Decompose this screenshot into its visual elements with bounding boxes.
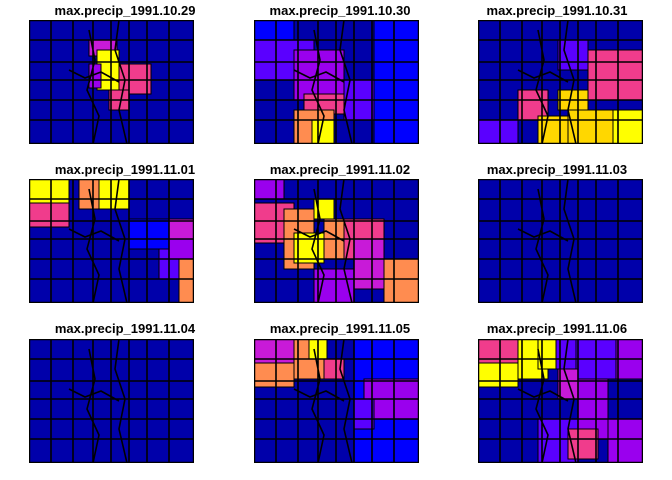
state-outline: [478, 179, 643, 303]
county-region: [168, 238, 194, 260]
state-outline: [29, 179, 194, 303]
state-outline: [478, 20, 643, 144]
county-region: [478, 119, 519, 144]
county-borders: [478, 20, 643, 144]
map-panel-4: [29, 179, 194, 303]
panel-title-8: max.precip_1991.11.05: [269, 321, 411, 336]
county-borders: [29, 179, 194, 303]
panel-title-9: max.precip_1991.11.06: [486, 321, 628, 336]
county-borders: [29, 20, 194, 144]
panel-title-4: max.precip_1991.11.01: [54, 162, 196, 177]
state-outline: [254, 179, 419, 303]
panel-title-1: max.precip_1991.10.29: [54, 3, 196, 18]
map-panel-5: [254, 179, 419, 303]
county-borders: [29, 339, 194, 463]
county-borders: [478, 179, 643, 303]
county-region: [373, 20, 419, 144]
county-region: [128, 218, 170, 250]
state-outline: [254, 20, 419, 144]
map-panel-9: [478, 339, 643, 463]
panel-title-3: max.precip_1991.10.31: [486, 3, 628, 18]
county-region: [29, 202, 70, 228]
county-region: [78, 179, 100, 210]
county-region: [607, 418, 643, 463]
state-outline: [29, 339, 194, 463]
county-region: [557, 368, 579, 400]
county-borders: [254, 20, 419, 144]
state-outline: [478, 339, 643, 463]
panel-title-5: max.precip_1991.11.02: [269, 162, 411, 177]
county-borders: [254, 339, 419, 463]
county-region: [254, 362, 295, 388]
map-panel-7: [29, 339, 194, 463]
panel-title-7: max.precip_1991.11.04: [54, 321, 196, 336]
county-region: [178, 258, 194, 303]
county-borders: [254, 179, 419, 303]
county-region: [517, 89, 549, 121]
map-panel-1: [29, 20, 194, 144]
map-panel-8: [254, 339, 419, 463]
state-outline: [29, 20, 194, 144]
county-region: [557, 39, 589, 71]
county-region: [353, 238, 385, 290]
county-region: [98, 179, 130, 210]
map-panel-6: [478, 179, 643, 303]
county-region: [587, 49, 643, 101]
map-panel-2: [254, 20, 419, 144]
county-region: [567, 428, 599, 460]
county-region: [353, 398, 375, 430]
county-region: [383, 258, 419, 303]
panel-title-2: max.precip_1991.10.30: [269, 3, 411, 18]
map-panel-3: [478, 20, 643, 144]
state-outline: [254, 339, 419, 463]
county-region: [478, 362, 519, 388]
county-region: [293, 232, 325, 264]
panel-title-6: max.precip_1991.11.03: [486, 162, 628, 177]
county-region: [254, 179, 285, 200]
county-borders: [478, 339, 643, 463]
